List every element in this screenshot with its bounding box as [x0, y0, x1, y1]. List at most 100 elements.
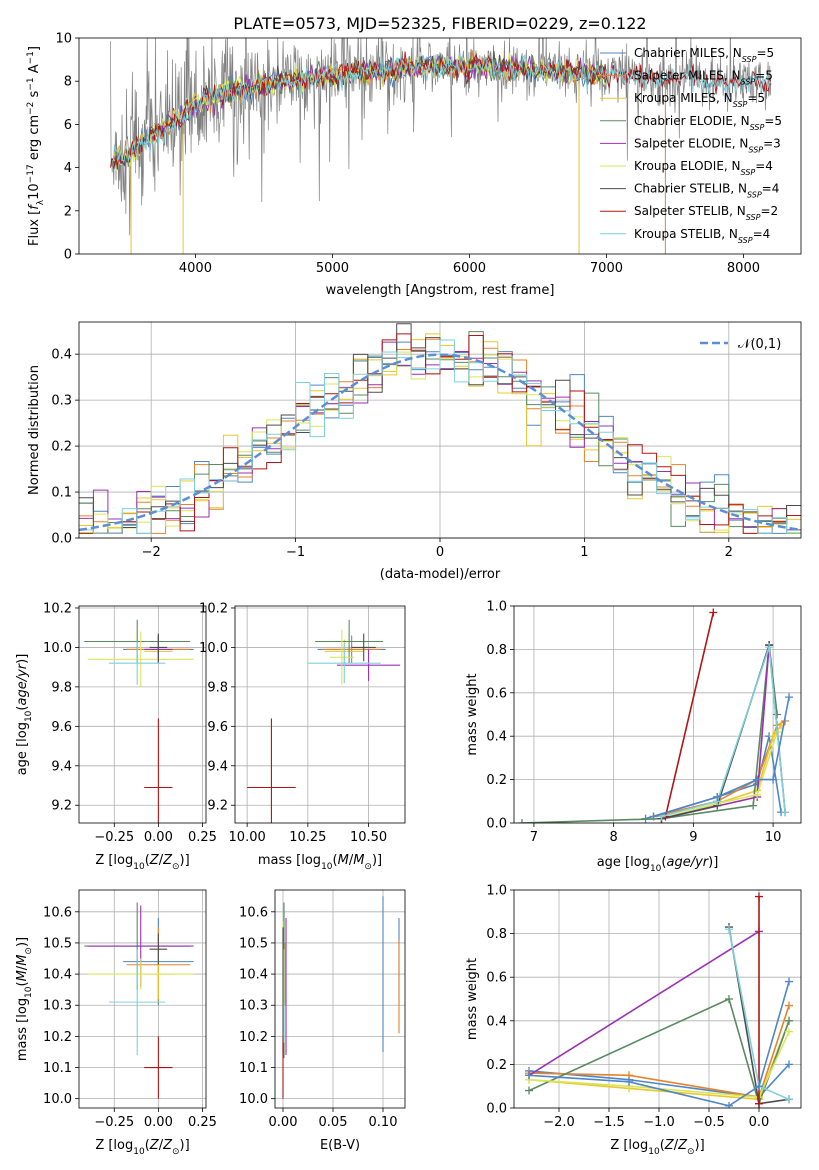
- weight-marker: [781, 808, 790, 817]
- legend-entry: 𝒩(0,1): [738, 337, 781, 352]
- y-tick-label: 9.8: [207, 680, 228, 695]
- y-tick-label: 9.4: [51, 759, 72, 774]
- weight-series-7: [664, 612, 715, 817]
- weight-marker: [525, 1086, 533, 1095]
- weight-marker: [765, 643, 774, 652]
- mass_vs_ebv-axes: 0.00 0.05 0.10 10.0 10.1 10.2 10.3 10.4 10.5 10.6…: [239, 889, 406, 1153]
- x-tick-label: −0.25: [94, 830, 134, 845]
- weight-series-5: [661, 731, 778, 820]
- y-tick-label: 9.6: [51, 720, 72, 735]
- weight-series-3: [528, 997, 790, 1107]
- weight-marker: [625, 1077, 633, 1086]
- weight-marker: [773, 710, 782, 719]
- x-tick-label: −0.5: [693, 1115, 725, 1130]
- y-tick-label: 10.0: [199, 641, 228, 656]
- weight-marker: [785, 693, 794, 702]
- weight-marker: [725, 995, 733, 1003]
- residuals-plot: [79, 323, 801, 534]
- y-axis-label: mass [log10(M/M⊙)]: [15, 937, 34, 1061]
- figure-title: PLATE=0573, MJD=52325, FIBERID=0229, z=0…: [233, 14, 646, 33]
- weight_vs_Z-plot: [525, 892, 793, 1108]
- x-axis-label: Z [log10(Z/Z⊙)]: [610, 1138, 704, 1157]
- y-tick-label: 0.0: [486, 817, 507, 832]
- x-tick-label: 9: [689, 830, 697, 845]
- y-tick-label: 10.1: [43, 1061, 72, 1076]
- weight-marker: [785, 1060, 793, 1069]
- mass_vs_Z-axes: −0.25 0.00 0.25 10.0 10.1 10.2 10.3 10.4 10.5 10.…: [15, 889, 217, 1157]
- x-tick-label: 4000: [179, 261, 212, 276]
- x-tick-label: 7: [530, 830, 538, 845]
- y-tick-label: 10.2: [43, 1030, 72, 1045]
- y-tick-label: 0.2: [486, 1058, 507, 1073]
- weight_vs_Z-axes: −2.0 −1.5 −1.0 −0.5 0.0 0.0 0.2 0.4 0.6 0.8 1.0 Z […: [465, 884, 802, 1157]
- x-tick-label: 0.25: [188, 830, 217, 845]
- x-tick-label: 7000: [590, 261, 623, 276]
- x-tick-label: −2: [142, 545, 161, 560]
- age_vs_Z-frame: [78, 605, 207, 824]
- y-tick-label: 10.3: [239, 999, 268, 1014]
- y-tick-label: 10.2: [199, 601, 228, 616]
- weight-marker: [785, 1095, 793, 1104]
- weight-marker: [785, 1027, 793, 1036]
- legend-entry: Salpeter ELODIE, NSSP=3: [634, 136, 781, 154]
- y-tick-label: 9.6: [207, 720, 228, 735]
- x-tick-label: 0.0: [749, 1115, 770, 1130]
- x-axis-label: (data-model)/error: [380, 567, 501, 582]
- weight-series-0: [528, 1063, 790, 1098]
- weight-marker: [649, 812, 658, 821]
- x-tick-label: 10.25: [289, 830, 326, 845]
- legend-entry: Chabrier ELODIE, NSSP=5: [634, 114, 782, 132]
- y-axis-label: mass weight: [465, 958, 480, 1040]
- x-axis-label: Z [log10(Z/Z⊙)]: [95, 853, 189, 872]
- x-tick-label: −2.0: [543, 1115, 575, 1130]
- y-tick-label: 9.2: [207, 799, 228, 814]
- y-tick-label: 0.6: [486, 686, 507, 701]
- x-tick-label: 0.00: [144, 830, 173, 845]
- y-tick-label: 0.4: [51, 348, 72, 363]
- model-spectrum-8: [112, 52, 772, 162]
- y-tick-label: 2: [64, 204, 72, 219]
- spectrum-legend: Chabrier MILES, NSSP=5 Salpeter MILES, NS…: [600, 46, 782, 244]
- x-tick-label: 10.50: [350, 830, 387, 845]
- age_vs_mass-axes: 10.00 10.25 10.50 9.2 9.4 9.6 9.8 10.0 10.2 mass …: [199, 601, 406, 872]
- weight-marker: [755, 1099, 763, 1108]
- y-tick-label: 1.0: [486, 884, 507, 899]
- y-tick-label: 4: [64, 161, 72, 176]
- y-tick-label: 9.4: [207, 759, 228, 774]
- model-spectrum-6: [112, 51, 607, 170]
- mass_vs_Z-plot: [84, 902, 194, 1099]
- y-tick-label: 1.0: [486, 600, 507, 615]
- spectrum-frame: [78, 37, 802, 255]
- y-tick-label: 10.0: [43, 1092, 72, 1107]
- residual-histogram-7: [79, 333, 801, 534]
- y-axis-label: mass weight: [465, 673, 480, 755]
- y-tick-label: 10.4: [43, 968, 72, 983]
- y-tick-label: 0.3: [51, 394, 72, 409]
- weight-marker: [725, 925, 733, 934]
- x-tick-label: 10: [765, 830, 782, 845]
- weight-series-5: [528, 1031, 790, 1098]
- x-tick-label: −0.25: [94, 1115, 134, 1130]
- y-tick-label: 0.4: [486, 730, 507, 745]
- age_vs_mass-frame: [234, 605, 406, 824]
- y-tick-label: 10.2: [43, 601, 72, 616]
- weight-marker: [785, 977, 793, 986]
- y-tick-label: 10.2: [239, 1030, 268, 1045]
- x-tick-label: −1.5: [593, 1115, 625, 1130]
- x-tick-label: 8: [610, 830, 618, 845]
- weight-marker: [517, 819, 526, 823]
- residual-histogram-8: [79, 339, 801, 534]
- x-tick-label: 6000: [453, 261, 486, 276]
- y-tick-label: 10: [55, 32, 72, 47]
- weight-marker: [755, 1082, 763, 1091]
- weight_vs_age-frame: [513, 605, 802, 824]
- age_vs_mass-plot: [247, 619, 401, 823]
- weight-marker: [749, 801, 758, 810]
- weight_vs_Z-frame: [513, 889, 802, 1109]
- y-tick-label: 0.8: [486, 643, 507, 658]
- y-tick-label: 0.0: [51, 532, 72, 547]
- x-tick-label: 2: [725, 545, 733, 560]
- y-tick-label: 8: [64, 75, 72, 90]
- residuals-frame: [78, 321, 802, 539]
- weight-series-1: [528, 1005, 790, 1099]
